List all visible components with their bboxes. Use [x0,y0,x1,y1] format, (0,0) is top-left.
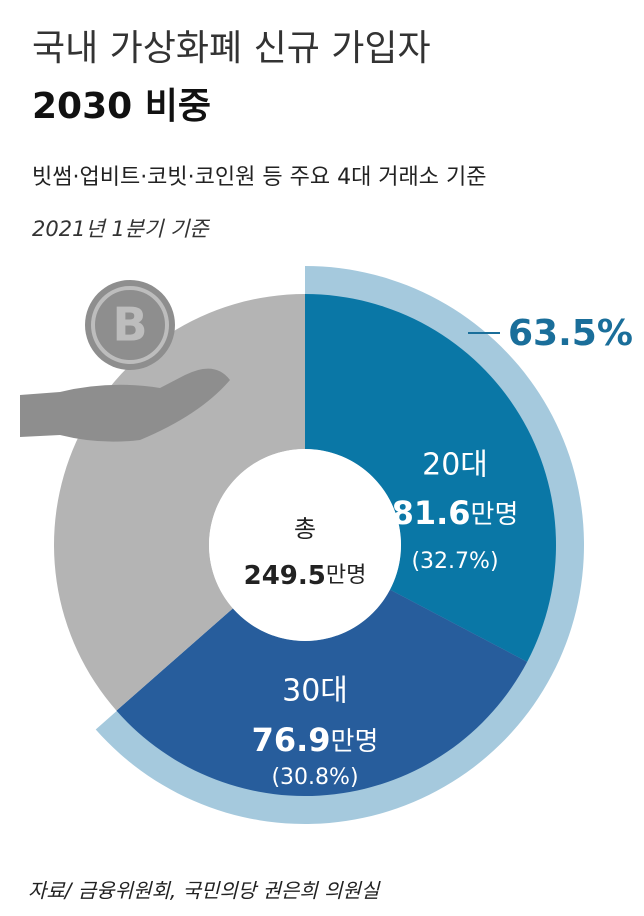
value-unit: 만명 [331,727,379,757]
svg-text:B: B [112,298,147,352]
donut-segment [305,294,557,662]
value-number: 76.9 [252,721,331,759]
subtitle: 2030 비중 [32,86,211,127]
value-unit: 만명 [471,500,519,530]
note: 2021년 1분기 기준 [32,217,210,241]
note: 빗썸·업비트·코빗·코인원 등 주요 4대 거래소 기준 [32,165,487,190]
title: 국내 가상화폐 신규 가입자 [32,28,431,69]
highlight-label: 63.5% [508,313,633,354]
segment-share: (32.7%) [411,549,498,574]
coin-hand-icon: B [20,280,230,442]
total-label: 총 [294,515,316,543]
segment-share: (30.8%) [271,765,358,790]
value-number: 81.6 [392,494,471,532]
donut-hole [209,449,401,641]
segment-label: 20대 [422,448,488,483]
donut-segment [116,589,528,796]
segment-value: 81.6만명 [392,494,519,532]
segment-label: 30대 [282,674,348,709]
segment-value: 76.9만명 [252,721,379,759]
total-unit: 만명 [326,563,366,588]
source: 자료/ 금융위원회, 국민의당 권은희 의원실 [28,879,381,903]
total-number: 249.5 [244,561,326,591]
total-value: 249.5만명 [244,561,367,591]
